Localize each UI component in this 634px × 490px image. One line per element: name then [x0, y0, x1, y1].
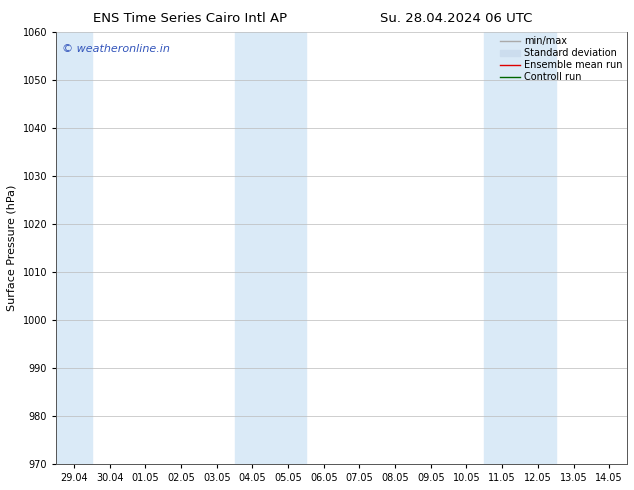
Text: ENS Time Series Cairo Intl AP: ENS Time Series Cairo Intl AP — [93, 12, 287, 25]
Text: Su. 28.04.2024 06 UTC: Su. 28.04.2024 06 UTC — [380, 12, 533, 25]
Bar — [484, 31, 555, 464]
Legend: min/max, Standard deviation, Ensemble mean run, Controll run: min/max, Standard deviation, Ensemble me… — [500, 36, 622, 82]
Bar — [235, 31, 306, 464]
Bar — [56, 31, 92, 464]
Text: © weatheronline.in: © weatheronline.in — [62, 45, 170, 54]
Y-axis label: Surface Pressure (hPa): Surface Pressure (hPa) — [7, 185, 17, 311]
